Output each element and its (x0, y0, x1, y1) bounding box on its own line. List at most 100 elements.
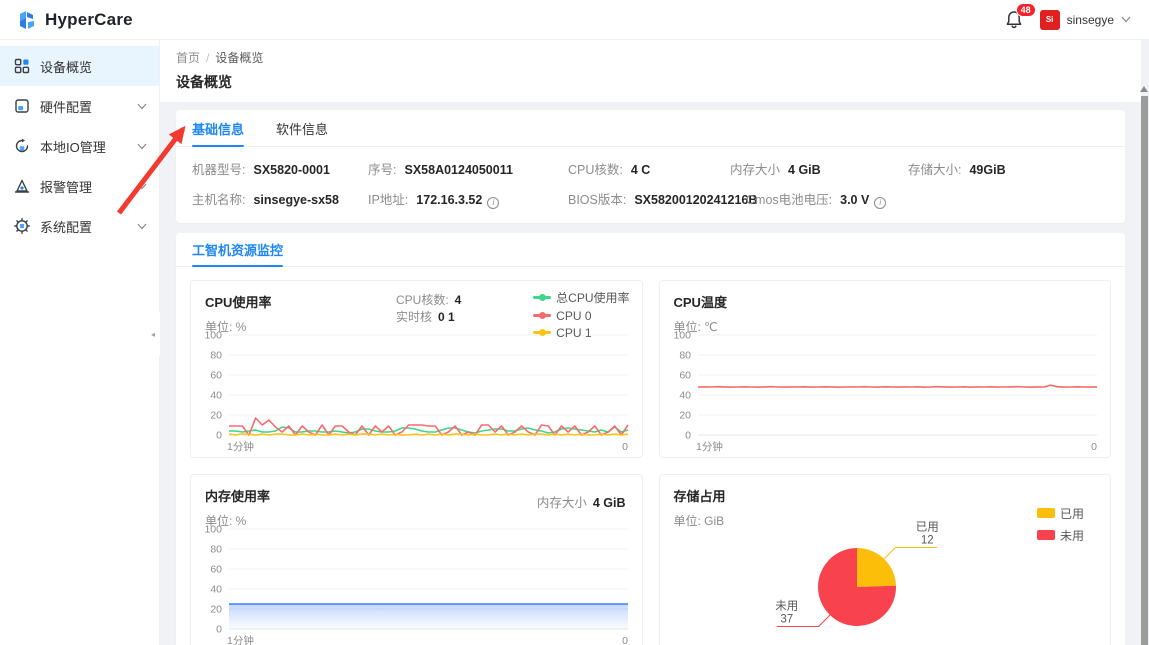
username: sinsegye (1067, 13, 1114, 27)
svg-text:60: 60 (210, 563, 222, 575)
svg-text:60: 60 (210, 369, 222, 381)
scrollbar-thumb[interactable] (1141, 96, 1148, 645)
main-content: 首页/设备概览 设备概览 基础信息 软件信息 机器型号:SX5820-0001 … (160, 40, 1141, 645)
app-header: HyperCare 48 Si sinsegye (0, 0, 1149, 40)
storage-usage-title: 存储占用 (674, 486, 726, 505)
field-hostname: 主机名称:sinsegye-sx58 (192, 189, 368, 209)
legend-label: CPU 0 (556, 309, 591, 323)
alarm-icon (14, 178, 30, 194)
sidebar: 设备概览 硬件配置 本地IO管理 报警管理 (0, 40, 160, 645)
svg-text:100: 100 (204, 331, 222, 342)
chevron-down-icon (1121, 16, 1131, 23)
svg-text:20: 20 (210, 603, 222, 615)
legend-marker (533, 314, 551, 317)
breadcrumb-bar: 首页/设备概览 设备概览 (160, 40, 1141, 102)
legend-item[interactable]: 已用 (1037, 505, 1084, 522)
notification-count-badge: 48 (1016, 3, 1036, 17)
svg-text:80: 80 (210, 543, 222, 555)
scrollbar-up-arrow[interactable] (1140, 86, 1148, 92)
field-bios-version: BIOS版本:SX58200120241216B (568, 189, 730, 209)
notification-bell-button[interactable]: 48 (1004, 9, 1026, 31)
sidebar-item-hardware-config[interactable]: 硬件配置 (0, 86, 159, 126)
cpu-temp-title: CPU温度 (674, 292, 727, 311)
storage-usage-panel: 存储占用 单位: GiB 已用未用 已用12未用37 (659, 474, 1112, 645)
breadcrumb-home[interactable]: 首页 (176, 51, 200, 65)
svg-text:100: 100 (673, 331, 691, 342)
page-title: 设备概览 (176, 72, 1125, 92)
legend-label: 已用 (1060, 505, 1084, 522)
svg-text:已用: 已用 (915, 521, 938, 533)
legend-label: CPU 1 (556, 326, 591, 340)
svg-text:未用: 未用 (775, 599, 798, 612)
chevron-down-icon (137, 183, 147, 190)
brand-name: HyperCare (45, 10, 133, 30)
hypercare-logo-icon (16, 9, 38, 31)
svg-text:20: 20 (210, 409, 222, 421)
storage-legend[interactable]: 已用未用 (1037, 505, 1084, 544)
svg-text:80: 80 (679, 349, 691, 361)
legend-item[interactable]: CPU 1 (533, 326, 629, 340)
device-info-card: 基础信息 软件信息 机器型号:SX5820-0001 序号:SX58A01240… (176, 110, 1125, 223)
hardware-icon (14, 98, 30, 114)
legend-label: 总CPU使用率 (556, 289, 629, 306)
svg-text:1分钟: 1分钟 (227, 634, 254, 645)
field-storage-size: 存储大小:49GiB (908, 159, 1109, 178)
svg-text:100: 100 (204, 525, 222, 536)
legend-marker (1037, 508, 1055, 518)
sidebar-item-alarm-management[interactable]: 报警管理 (0, 166, 159, 206)
legend-marker (533, 331, 551, 334)
field-cmos-voltage: Cmos电池电压:3.0 V (746, 189, 924, 209)
grid-dashboard-icon (14, 58, 30, 74)
svg-text:40: 40 (210, 389, 222, 401)
cpu-usage-panel: CPU使用率 CPU核数:4 实时核0 1 总CPU使用率CPU 0CPU 1 … (190, 280, 643, 458)
legend-item[interactable]: 总CPU使用率 (533, 289, 629, 306)
legend-item[interactable]: 未用 (1037, 527, 1084, 544)
svg-text:60: 60 (679, 369, 691, 381)
svg-text:20: 20 (679, 409, 691, 421)
collapse-arrow-icon: ◂ (151, 330, 155, 339)
sidebar-item-local-io[interactable]: 本地IO管理 (0, 126, 159, 166)
legend-item[interactable]: CPU 0 (533, 309, 629, 323)
info-icon[interactable] (487, 197, 499, 209)
sidebar-item-system-config[interactable]: 系统配置 (0, 206, 159, 246)
cpu-usage-legend[interactable]: 总CPU使用率 CPU 0 CPU 1 (533, 289, 629, 340)
field-serial-number: 序号:SX58A0124050011 (368, 159, 568, 178)
svg-text:0: 0 (1091, 441, 1097, 453)
svg-text:40: 40 (210, 583, 222, 595)
svg-text:1分钟: 1分钟 (696, 440, 723, 453)
breadcrumb: 首页/设备概览 (176, 49, 1125, 66)
svg-text:0: 0 (685, 429, 691, 441)
sidebar-item-label: 系统配置 (40, 217, 127, 236)
memory-size-label: 内存大小4 GiB (537, 492, 626, 511)
svg-text:37: 37 (780, 613, 793, 625)
cpu-usage-chart: 0204060801001分钟0 (193, 331, 640, 453)
cpu-usage-meta: CPU核数:4 实时核0 1 (396, 292, 461, 326)
gear-icon (14, 218, 30, 234)
svg-text:40: 40 (679, 389, 691, 401)
chevron-down-icon (137, 103, 147, 110)
field-cpu-cores: CPU核数:4 C (568, 159, 730, 178)
info-icon[interactable] (874, 197, 886, 209)
user-menu[interactable]: Si sinsegye (1040, 10, 1131, 30)
brand-logo: HyperCare (16, 9, 133, 31)
chevron-down-icon (137, 223, 147, 230)
tab-basic-info[interactable]: 基础信息 (192, 110, 244, 146)
user-avatar: Si (1040, 10, 1060, 30)
memory-usage-chart: 0204060801001分钟0 (193, 525, 640, 645)
sidebar-item-label: 设备概览 (40, 57, 147, 76)
cpu-usage-title: CPU使用率 (205, 292, 271, 311)
field-ip-address: IP地址:172.16.3.52 (368, 189, 568, 209)
field-machine-model: 机器型号:SX5820-0001 (192, 159, 368, 178)
sidebar-item-label: 硬件配置 (40, 97, 127, 116)
svg-text:12: 12 (920, 534, 933, 546)
tab-machine-resource-monitor[interactable]: 工智机资源监控 (192, 233, 283, 266)
svg-text:0: 0 (216, 623, 222, 635)
memory-usage-title: 内存使用率 (205, 486, 270, 505)
resource-monitor-card: 工智机资源监控 CPU使用率 CPU核数:4 实时核0 1 总CPU使用率 CPU… (176, 233, 1125, 645)
svg-text:1分钟: 1分钟 (227, 440, 254, 453)
field-memory-size: 内存大小4 GiB (730, 159, 908, 178)
legend-marker (533, 296, 551, 299)
sidebar-item-device-overview[interactable]: 设备概览 (0, 46, 159, 86)
storage-usage-unit: 单位: GiB (674, 512, 725, 529)
tab-software-info[interactable]: 软件信息 (276, 110, 328, 146)
